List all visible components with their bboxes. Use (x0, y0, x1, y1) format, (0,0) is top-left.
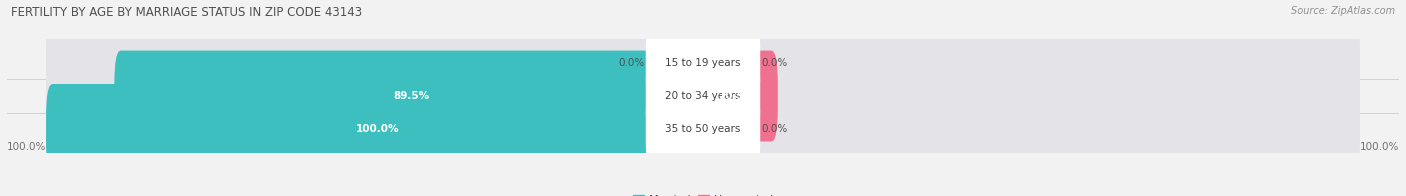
Legend: Married, Unmarried: Married, Unmarried (628, 191, 778, 196)
Text: 35 to 50 years: 35 to 50 years (665, 124, 741, 134)
Text: 0.0%: 0.0% (762, 124, 787, 134)
Text: 0.0%: 0.0% (619, 58, 644, 68)
FancyBboxPatch shape (645, 57, 761, 135)
FancyBboxPatch shape (696, 51, 778, 142)
FancyBboxPatch shape (46, 51, 710, 142)
Text: 89.5%: 89.5% (394, 91, 430, 101)
Text: 100.0%: 100.0% (1360, 142, 1399, 152)
FancyBboxPatch shape (114, 51, 710, 142)
FancyBboxPatch shape (696, 17, 1360, 108)
Text: 0.0%: 0.0% (762, 58, 787, 68)
Text: 10.5%: 10.5% (718, 91, 755, 101)
Text: 15 to 19 years: 15 to 19 years (665, 58, 741, 68)
FancyBboxPatch shape (645, 91, 761, 168)
Text: 100.0%: 100.0% (7, 142, 46, 152)
Text: Source: ZipAtlas.com: Source: ZipAtlas.com (1291, 6, 1395, 16)
FancyBboxPatch shape (46, 84, 710, 175)
FancyBboxPatch shape (696, 51, 1360, 142)
FancyBboxPatch shape (645, 24, 761, 101)
FancyBboxPatch shape (676, 17, 710, 108)
Text: 20 to 34 years: 20 to 34 years (665, 91, 741, 101)
FancyBboxPatch shape (46, 84, 710, 175)
Text: 100.0%: 100.0% (356, 124, 399, 134)
Text: FERTILITY BY AGE BY MARRIAGE STATUS IN ZIP CODE 43143: FERTILITY BY AGE BY MARRIAGE STATUS IN Z… (11, 6, 363, 19)
FancyBboxPatch shape (46, 17, 710, 108)
FancyBboxPatch shape (696, 17, 730, 108)
FancyBboxPatch shape (696, 84, 1360, 175)
